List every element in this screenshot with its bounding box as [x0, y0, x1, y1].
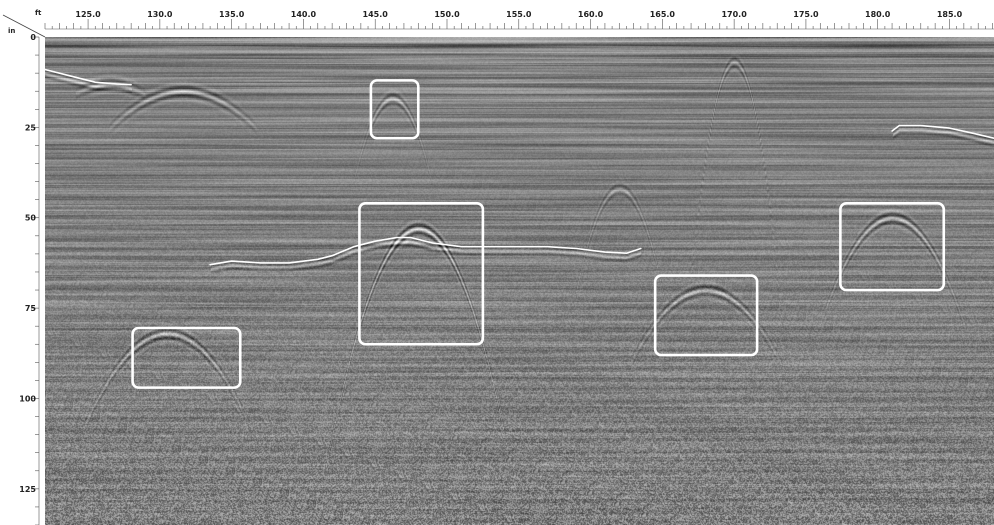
- y-tick-label: 25: [25, 123, 37, 132]
- y-tick-label: 100: [19, 394, 36, 403]
- y-tick-label: 50: [25, 214, 37, 223]
- y-tick-label: 125: [19, 485, 36, 494]
- target-box: [839, 201, 946, 292]
- x-tick-label: 145.0: [363, 10, 389, 19]
- radar-scan-image: [45, 37, 994, 525]
- reflector-line-upper-left: [44, 68, 132, 86]
- x-tick-label: 150.0: [434, 10, 460, 19]
- y-unit-label: in: [8, 27, 15, 35]
- corner-diagonal: [2, 14, 46, 38]
- x-tick-label: 135.0: [219, 10, 245, 19]
- x-unit-label: ft: [35, 9, 42, 17]
- x-tick-label: 180.0: [865, 10, 891, 19]
- reflector-line-layer: [44, 68, 994, 266]
- x-tick-label: 160.0: [578, 10, 604, 19]
- x-tick-label: 170.0: [721, 10, 747, 19]
- reflector-line-upper-right: [891, 124, 994, 139]
- x-tick-label: 130.0: [147, 10, 173, 19]
- target-box-layer: [131, 79, 946, 389]
- x-tick-label: 125.0: [75, 10, 101, 19]
- target-box: [131, 326, 242, 389]
- target-box: [358, 201, 485, 346]
- plot-area: [44, 37, 994, 525]
- target-box: [653, 274, 759, 357]
- y-axis: 0 25 50 75 100 125: [19, 33, 40, 525]
- x-tick-label: 175.0: [793, 10, 819, 19]
- y-tick-label: 0: [30, 33, 36, 42]
- x-tick-label: 140.0: [291, 10, 317, 19]
- reflector-line-central: [209, 236, 642, 266]
- target-box: [369, 79, 420, 140]
- x-tick-label: 165.0: [650, 10, 676, 19]
- x-tick-label: 155.0: [506, 10, 532, 19]
- x-axis: 125.0 130.0 135.0 140.0 145.0 150.0 155.0 160.0…: [44, 10, 994, 30]
- y-tick-label: 75: [25, 304, 37, 313]
- x-tick-label: 185.0: [937, 10, 963, 19]
